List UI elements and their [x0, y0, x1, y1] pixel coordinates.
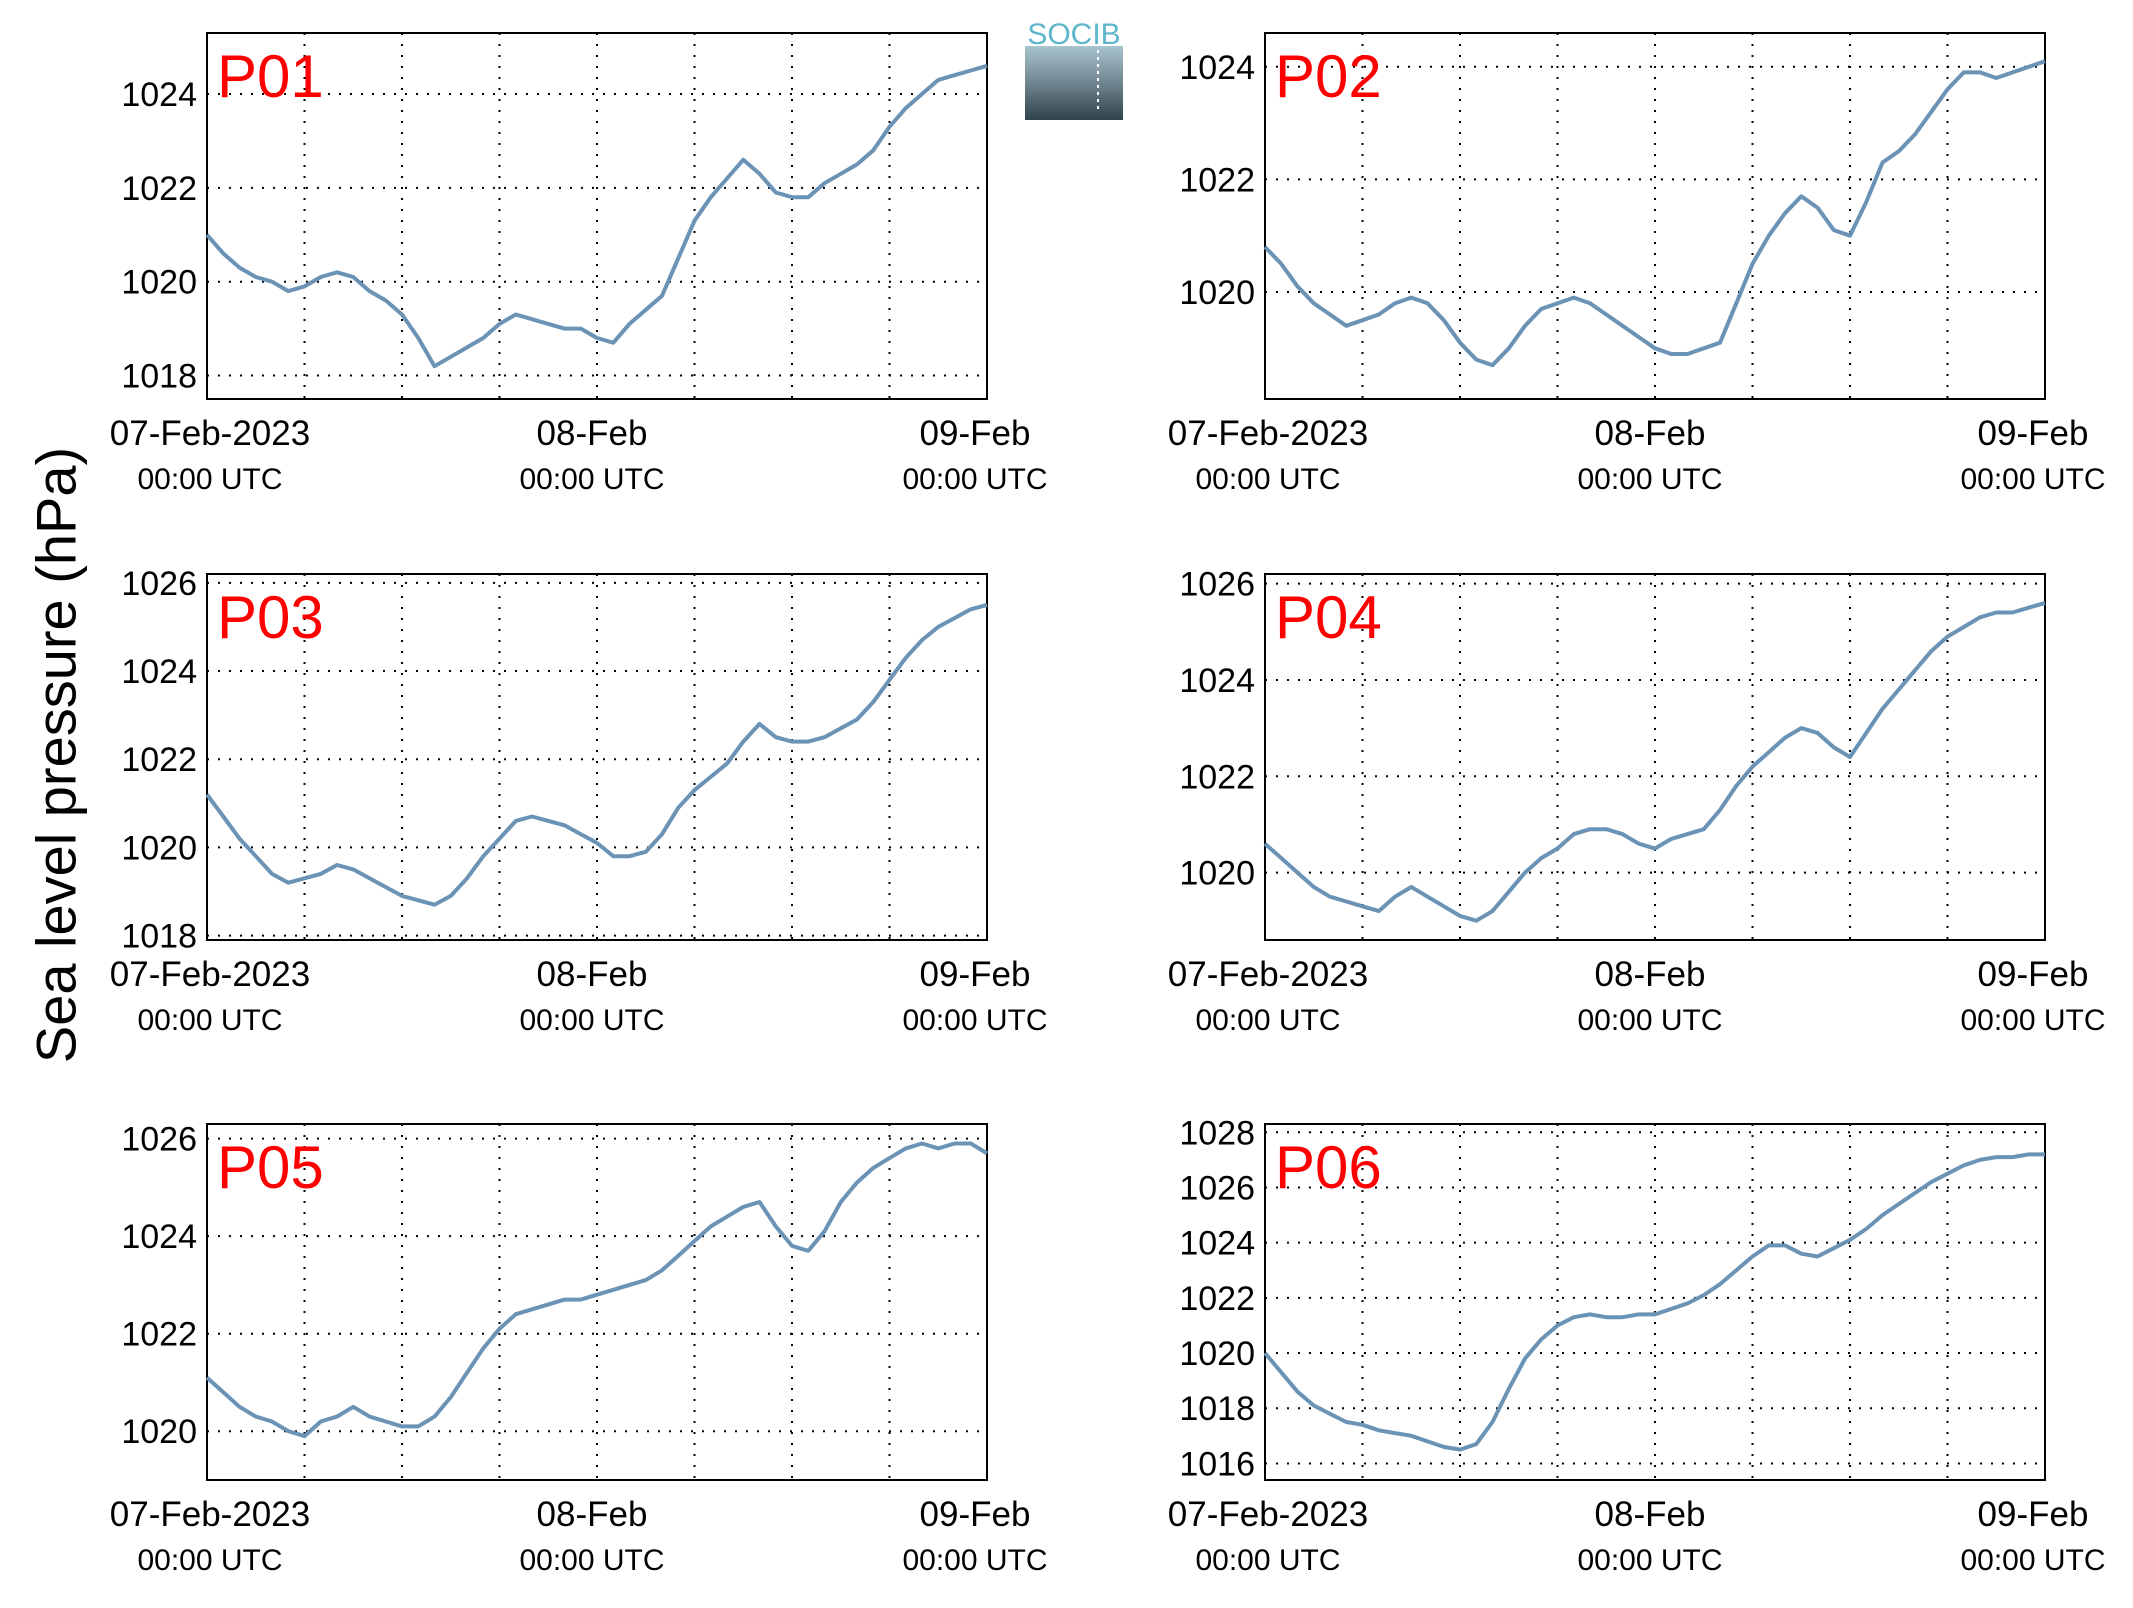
y-tick-label: 1020 [1179, 274, 1255, 312]
x-tick-time: 00:00 UTC [137, 1004, 282, 1037]
axes-frame [206, 573, 988, 941]
x-tick-date: 07-Feb-2023 [110, 1495, 310, 1534]
y-axis-label: Sea level pressure (hPa) [24, 446, 88, 1064]
x-tick-time: 00:00 UTC [519, 1544, 664, 1577]
x-tick-time: 00:00 UTC [1577, 463, 1722, 496]
panel-label: P02 [1275, 43, 1382, 110]
y-tick-label: 1024 [121, 1218, 197, 1256]
y-tick-label: 1020 [121, 264, 197, 302]
x-tick-date: 08-Feb [1595, 1495, 1706, 1534]
axes-frame [1264, 1123, 2046, 1481]
pressure-line [205, 63, 988, 369]
y-tick-label: 1024 [1179, 49, 1255, 87]
panel-p02: 1020 1022 1024 P02 07-Feb-2023 00:00 UTC 08-Fe… [1168, 32, 2106, 496]
y-tick-label: 1018 [121, 358, 197, 396]
x-tick-time: 00:00 UTC [1960, 1004, 2105, 1037]
x-tick-date: 07-Feb-2023 [1168, 1495, 1368, 1534]
x-tick-time: 00:00 UTC [902, 463, 1047, 496]
y-tick-label: 1022 [121, 170, 197, 208]
socib-logo: SOCIB [1025, 18, 1123, 120]
pressure-line [1263, 59, 2046, 368]
x-tick-time: 00:00 UTC [519, 463, 664, 496]
x-tick-date: 08-Feb [537, 414, 648, 453]
y-tick-label: 1020 [121, 829, 197, 867]
x-tick-time: 00:00 UTC [1577, 1004, 1722, 1037]
x-tick-time: 00:00 UTC [902, 1004, 1047, 1037]
y-tick-label: 1018 [121, 918, 197, 956]
panel-label: P04 [1275, 584, 1382, 651]
x-tick-time: 00:00 UTC [1195, 1544, 1340, 1577]
y-tick-label: 1022 [121, 1316, 197, 1354]
y-tick-label: 1024 [1179, 662, 1255, 700]
axes-frame [206, 32, 988, 400]
x-tick-date: 08-Feb [537, 955, 648, 994]
pressure-line [1263, 1152, 2045, 1452]
y-tick-label: 1016 [1179, 1445, 1255, 1483]
y-tick-label: 1022 [121, 741, 197, 779]
y-tick-label: 1028 [1179, 1114, 1255, 1152]
y-tick-label: 1026 [121, 1121, 197, 1159]
y-tick-label: 1026 [1179, 1169, 1255, 1207]
panel-label: P06 [1275, 1134, 1382, 1201]
panel-label: P03 [217, 584, 324, 651]
x-tick-date: 09-Feb [1978, 955, 2089, 994]
axes-frame [1264, 32, 2046, 400]
y-tick-label: 1024 [1179, 1225, 1255, 1263]
x-tick-time: 00:00 UTC [1960, 1544, 2105, 1577]
axes-frame [1264, 573, 2046, 941]
panel-label: P05 [217, 1134, 324, 1201]
panel-p03: 1018 1020 1022 1024 1026 P03 07-Feb-2023 00:00 … [110, 565, 1048, 1037]
x-tick-time: 00:00 UTC [1960, 463, 2105, 496]
x-tick-date: 07-Feb-2023 [1168, 955, 1368, 994]
y-tick-label: 1020 [1179, 1335, 1255, 1373]
x-tick-time: 00:00 UTC [519, 1004, 664, 1037]
y-tick-label: 1024 [121, 653, 197, 691]
x-tick-time: 00:00 UTC [1577, 1544, 1722, 1577]
y-tick-label: 1020 [1179, 855, 1255, 893]
x-tick-time: 00:00 UTC [137, 463, 282, 496]
y-tick-label: 1022 [1179, 758, 1255, 796]
panel-p06: 1016 1018 1020 1022 1024 1026 1028 P06 07-Feb-20… [1168, 1114, 2106, 1577]
x-tick-time: 00:00 UTC [1195, 1004, 1340, 1037]
panel-p05: 1020 1022 1024 1026 P05 07-Feb-2023 00:00 UTC 0… [110, 1121, 1048, 1577]
y-tick-label: 1022 [1179, 161, 1255, 199]
y-tick-label: 1026 [121, 565, 197, 603]
x-tick-date: 07-Feb-2023 [1168, 414, 1368, 453]
y-tick-label: 1026 [1179, 566, 1255, 604]
y-tick-label: 1024 [121, 76, 197, 114]
x-tick-date: 08-Feb [1595, 955, 1706, 994]
x-tick-time: 00:00 UTC [1195, 463, 1340, 496]
x-tick-time: 00:00 UTC [902, 1544, 1047, 1577]
y-tick-label: 1022 [1179, 1280, 1255, 1318]
x-tick-date: 09-Feb [1978, 1495, 2089, 1534]
x-tick-date: 08-Feb [537, 1495, 648, 1534]
y-tick-label: 1020 [121, 1413, 197, 1451]
x-tick-date: 07-Feb-2023 [110, 414, 310, 453]
logo-box [1025, 46, 1123, 120]
x-tick-date: 08-Feb [1595, 414, 1706, 453]
x-tick-date: 09-Feb [1978, 414, 2089, 453]
panel-label: P01 [217, 43, 324, 110]
x-tick-date: 07-Feb-2023 [110, 955, 310, 994]
y-tick-label: 1018 [1179, 1390, 1255, 1428]
pressure-line [205, 1141, 989, 1439]
x-tick-date: 09-Feb [920, 955, 1031, 994]
x-tick-date: 09-Feb [920, 1495, 1031, 1534]
panel-p01: 1018 1020 1022 1024 P01 07-Feb-2023 00:00 UTC 0… [110, 32, 1048, 496]
pressure-line [1263, 600, 2046, 923]
panel-p04: 1020 1022 1024 1026 P04 07-Feb-2023 00:00 UTC 0… [1168, 566, 2106, 1037]
logo-text: SOCIB [1027, 18, 1120, 51]
x-tick-time: 00:00 UTC [137, 1544, 282, 1577]
x-tick-date: 09-Feb [920, 414, 1031, 453]
pressure-line [205, 602, 988, 907]
axes-frame [206, 1123, 988, 1481]
